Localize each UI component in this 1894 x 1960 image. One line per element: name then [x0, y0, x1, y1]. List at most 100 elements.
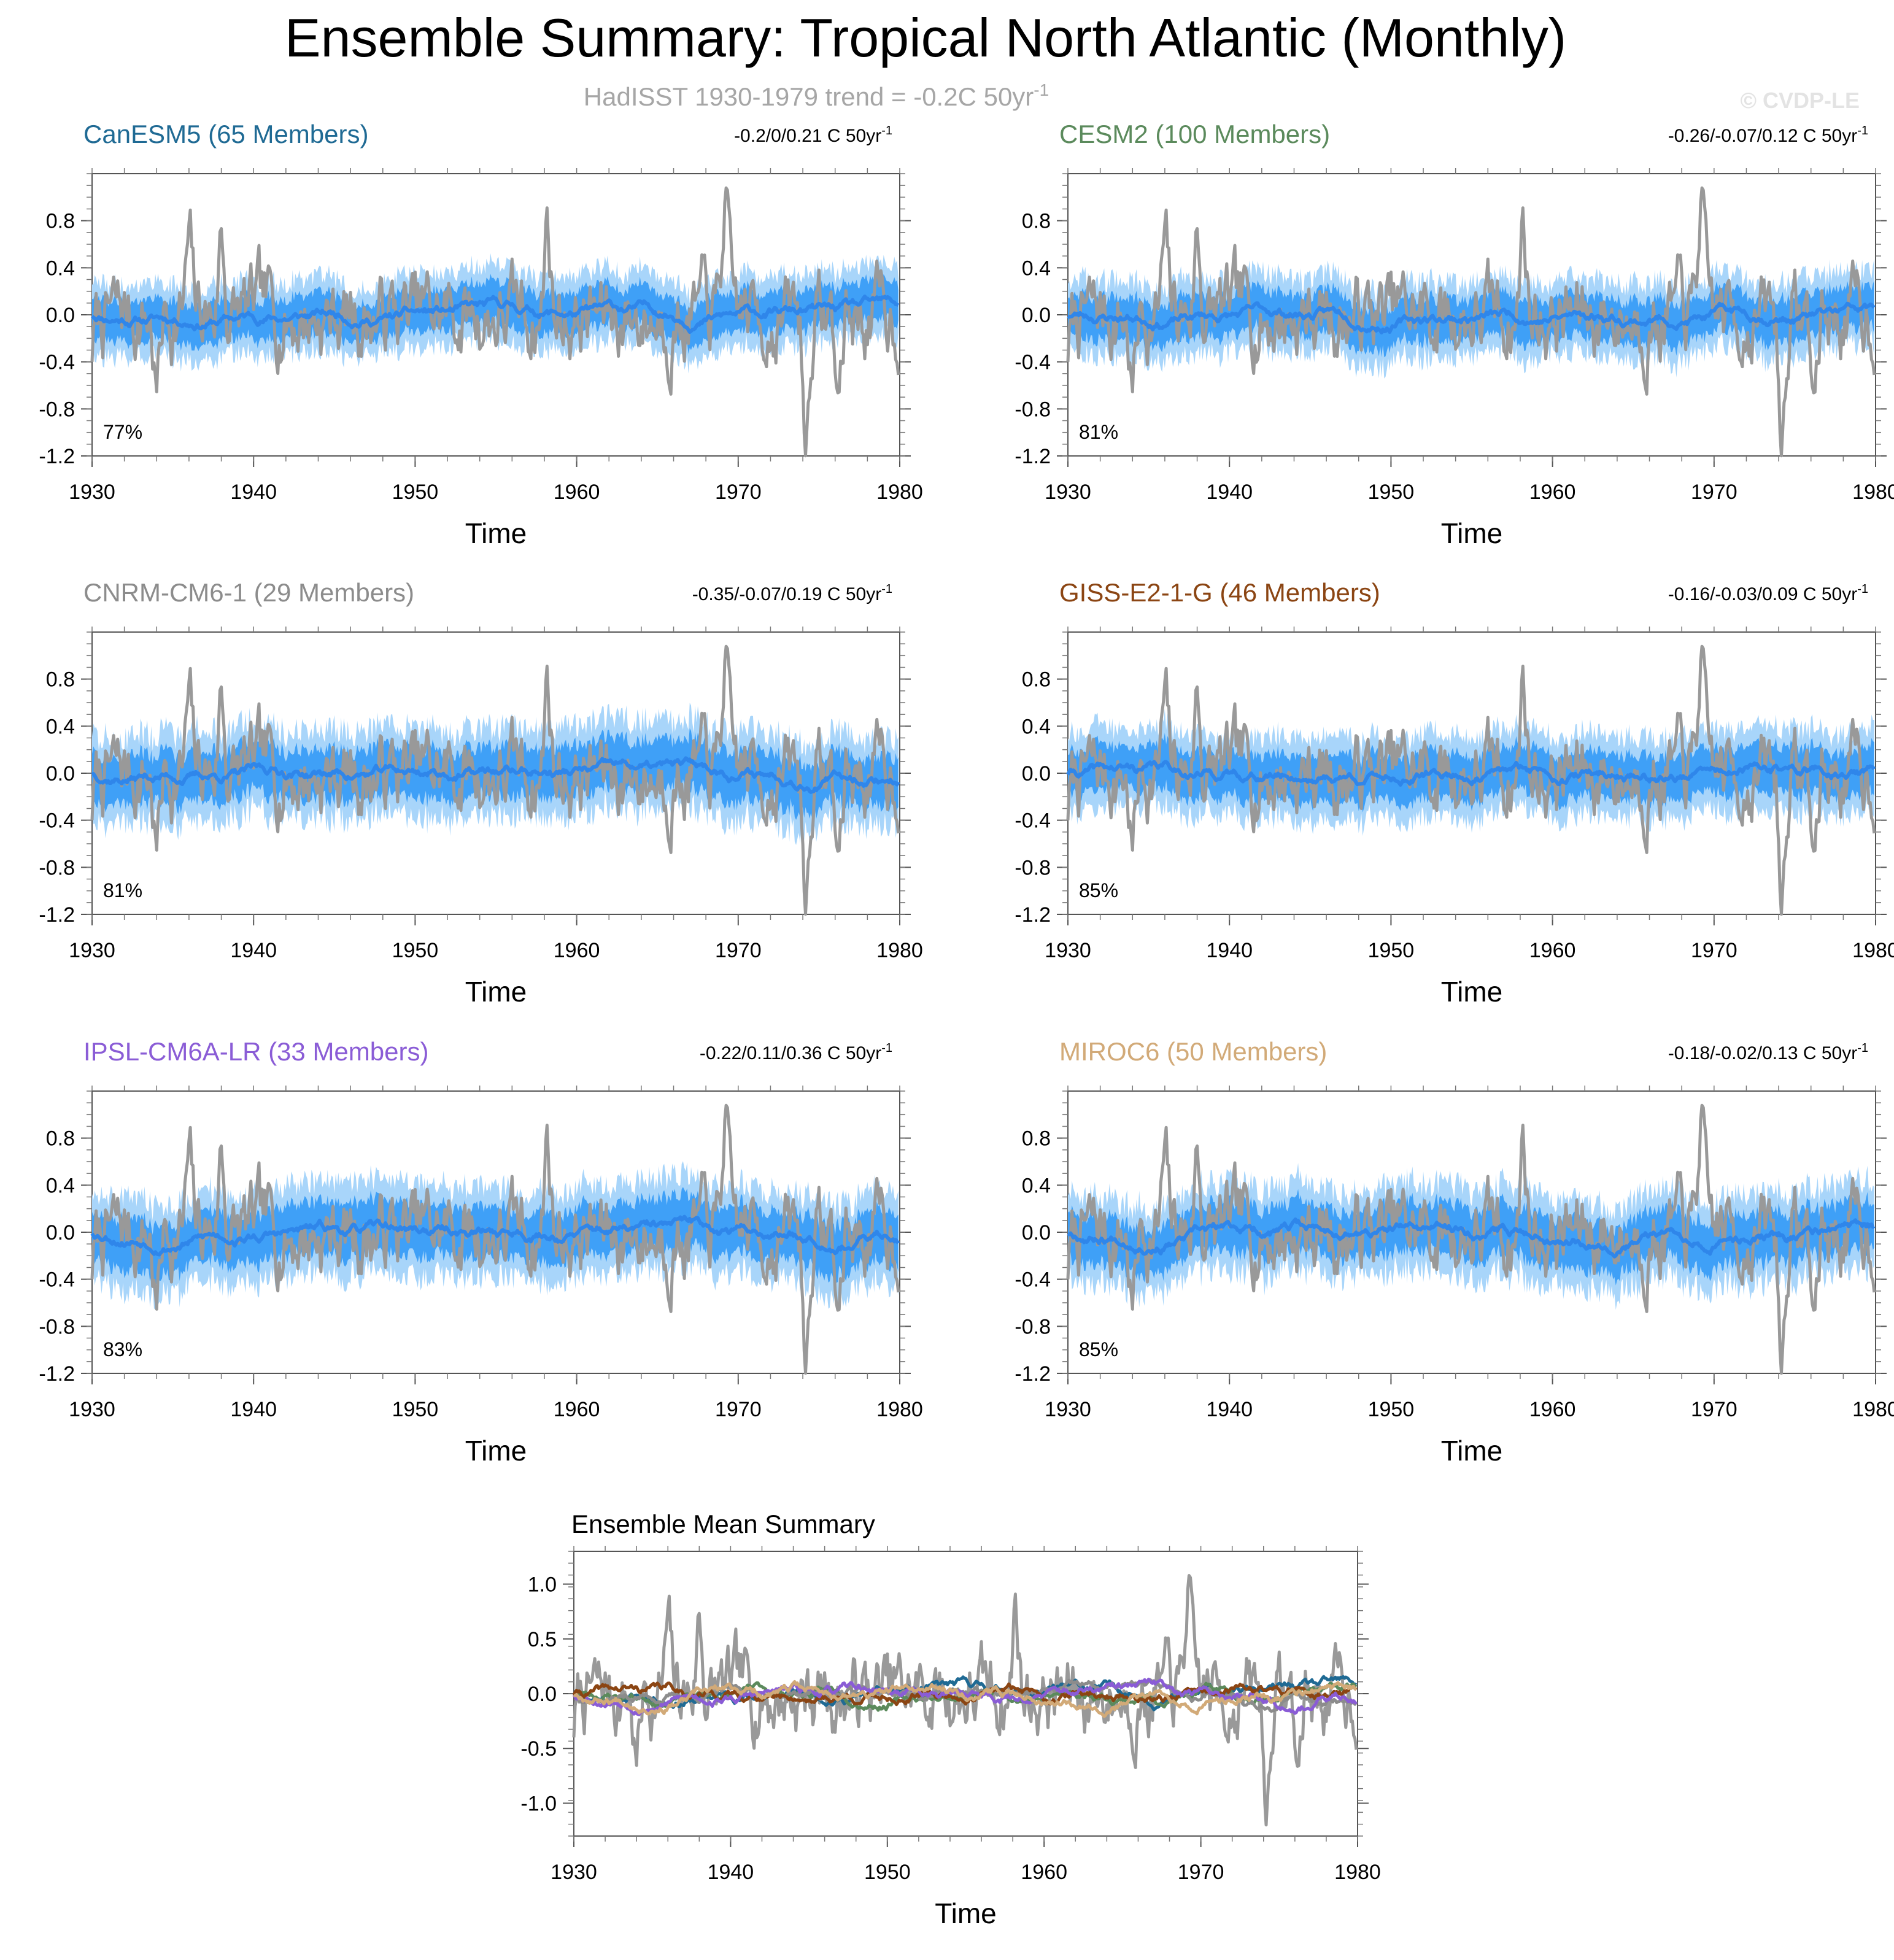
panel-3-xtick-label: 1980: [876, 939, 923, 962]
panel-3-xlabel: Time: [465, 976, 527, 1008]
panel-6-trend: -0.18/-0.02/0.13 C 50yr-1: [1668, 1041, 1868, 1063]
panel-2-xtick-label: 1970: [1691, 480, 1737, 504]
panel-3-xtick-label: 1970: [715, 939, 762, 962]
panel-5-trend-value: -0.22/0.11/0.36 C 50yr: [700, 1043, 881, 1063]
panel-5-trend: -0.22/0.11/0.36 C 50yr-1: [700, 1041, 892, 1063]
panel-6-trend-value: -0.18/-0.02/0.13 C 50yr: [1668, 1043, 1858, 1063]
panel-1-trend-sup: -1: [881, 124, 892, 137]
panel-3-ensemble-mean-line: [91, 756, 900, 794]
panel-2-trend-sup: -1: [1857, 124, 1868, 137]
panel-4-xtick-label: 1960: [1529, 939, 1576, 962]
panel-6-obs-line: [1066, 1103, 1876, 1375]
panel-1-ytick-label: 0.8: [46, 210, 75, 233]
panel-1-trend: -0.2/0/0.21 C 50yr-1: [734, 124, 892, 146]
panel-2-ytick-label: 0.8: [1022, 210, 1051, 233]
panel-4-title: GISS-E2-1-G (46 Members): [1059, 578, 1380, 607]
panel-4-trend: -0.16/-0.03/0.09 C 50yr-1: [1668, 582, 1868, 604]
panel-5-ytick-label: -0.4: [39, 1268, 75, 1292]
summary-xtick-label: 1980: [1334, 1861, 1381, 1884]
panel-3-ytick-label: -0.4: [39, 809, 75, 833]
panel-4-trend-sup: -1: [1857, 582, 1868, 596]
panel-4-ytick-label: -0.8: [1015, 856, 1051, 879]
panel-5-ytick-label: 0.8: [46, 1127, 75, 1151]
panel-2-ytick-label: -1.2: [1015, 445, 1051, 468]
panel-6-xtick-label: 1940: [1206, 1398, 1253, 1421]
panel-4-xtick-label: 1930: [1045, 939, 1091, 962]
summary-ytick-label: 0.0: [528, 1683, 557, 1706]
panel-5-obs-line: [90, 1103, 900, 1375]
panel-4-xtick-label: 1950: [1368, 939, 1415, 962]
panel-4-ytick-label: 0.4: [1022, 715, 1051, 738]
watermark: © CVDP-LE: [1740, 88, 1860, 113]
panel-5-xtick-label: 1940: [230, 1398, 277, 1421]
summary-mean-line-6: [573, 1680, 1358, 1718]
panel-6-ytick-label: 0.0: [1022, 1221, 1051, 1244]
summary-xtick-label: 1950: [864, 1861, 911, 1884]
panel-6-xtick-label: 1930: [1045, 1398, 1091, 1421]
panel-3: CNRM-CM6-1 (29 Members) -0.35/-0.07/0.19 …: [39, 578, 922, 1008]
panel-1-ytick-label: 0.4: [46, 257, 75, 280]
panel-6-ytick-label: 0.8: [1022, 1127, 1051, 1151]
panel-3-ytick-label: 0.4: [46, 715, 75, 738]
panel-2-ytick-label: -0.4: [1015, 351, 1051, 374]
panel-5-xtick-label: 1930: [69, 1398, 115, 1421]
panel-3-trend-sup: -1: [881, 582, 892, 596]
panel-1-ytick-label: 0.0: [46, 304, 75, 327]
panel-1-trend-value: -0.2/0/0.21 C 50yr: [734, 126, 881, 146]
panel-5-ytick-label: -0.8: [39, 1315, 75, 1338]
panel-4-xlabel: Time: [1441, 976, 1503, 1008]
summary-xtick-label: 1960: [1021, 1861, 1067, 1884]
panel-5-ytick-label: 0.4: [46, 1174, 75, 1197]
panel-4-trend-value: -0.16/-0.03/0.09 C 50yr: [1668, 584, 1858, 604]
panel-6-xtick-label: 1980: [1852, 1398, 1894, 1421]
panel-2-ytick-label: 0.0: [1022, 304, 1051, 327]
panel-3-ytick-label: -0.8: [39, 856, 75, 879]
summary-mean-line-4: [572, 1681, 1358, 1707]
panel-4-percent: 85%: [1079, 879, 1118, 901]
panel-3-trend-value: -0.35/-0.07/0.19 C 50yr: [692, 584, 882, 604]
panel-1-ensemble-mean-line: [90, 295, 900, 334]
summary-mean-line-5: [572, 1677, 1358, 1716]
panel-3-ytick-label: -1.2: [39, 903, 75, 927]
panel-1-xlabel: Time: [465, 517, 527, 549]
panel-3-xtick-label: 1940: [230, 939, 277, 962]
panel-5-xtick-label: 1980: [876, 1398, 923, 1421]
panel-1-xtick-label: 1950: [392, 480, 439, 504]
panel-5-xtick-label: 1950: [392, 1398, 439, 1421]
panel-5-percent: 83%: [103, 1338, 142, 1360]
summary-xtick-label: 1930: [551, 1861, 597, 1884]
panel-2-trend: -0.26/-0.07/0.12 C 50yr-1: [1668, 124, 1868, 146]
panel-2-xtick-label: 1940: [1206, 480, 1253, 504]
panel-2-ensemble-mean-line: [1067, 301, 1876, 334]
panel-6-percent: 85%: [1079, 1338, 1118, 1360]
summary-xlabel: Time: [935, 1897, 997, 1929]
panel-3-obs-line: [90, 644, 900, 916]
figure-subtitle-sup: -1: [1034, 80, 1049, 99]
panel-1-ytick-label: -0.8: [39, 398, 75, 421]
summary-xtick-label: 1940: [708, 1861, 754, 1884]
panel-4-ytick-label: -0.4: [1015, 809, 1051, 833]
panel-2-xtick-label: 1980: [1852, 480, 1894, 504]
panel-1-xtick-label: 1960: [554, 480, 600, 504]
panel-6-xtick-label: 1950: [1368, 1398, 1415, 1421]
panel-2: CESM2 (100 Members) -0.26/-0.07/0.12 C 50…: [1015, 120, 1894, 549]
panel-4-ytick-label: -1.2: [1015, 903, 1051, 927]
panel-4: GISS-E2-1-G (46 Members) -0.16/-0.03/0.09…: [1015, 578, 1894, 1008]
panel-5-xtick-label: 1970: [715, 1398, 762, 1421]
summary-ytick-label: -0.5: [520, 1737, 557, 1761]
panel-4-ytick-label: 0.0: [1022, 762, 1051, 785]
panel-1-obs-line: [90, 186, 900, 458]
panel-6-trend-sup: -1: [1857, 1041, 1868, 1055]
panel-1-ytick-label: -0.4: [39, 351, 75, 374]
panel-1-xtick-label: 1970: [715, 480, 762, 504]
panel-6-ytick-label: -0.4: [1015, 1268, 1051, 1292]
panel-5-trend-sup: -1: [881, 1041, 892, 1055]
panel-1-xtick-label: 1930: [69, 480, 115, 504]
panel-2-xtick-label: 1930: [1045, 480, 1091, 504]
figure-title: Ensemble Summary: Tropical North Atlanti…: [285, 7, 1566, 68]
panel-3-ytick-label: 0.8: [46, 668, 75, 692]
panel-2-xlabel: Time: [1441, 517, 1503, 549]
panel-5: IPSL-CM6A-LR (33 Members) -0.22/0.11/0.36…: [39, 1037, 922, 1467]
summary-xtick-label: 1970: [1178, 1861, 1224, 1884]
panel-3-xtick-label: 1930: [69, 939, 115, 962]
